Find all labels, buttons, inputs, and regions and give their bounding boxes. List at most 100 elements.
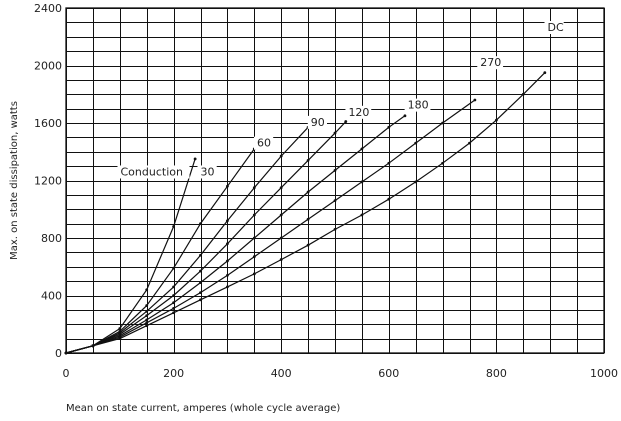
data-point <box>333 227 337 231</box>
data-point <box>64 351 68 355</box>
data-point <box>521 92 525 96</box>
series-line-270 <box>65 99 476 354</box>
data-point <box>226 273 229 277</box>
data-point <box>333 131 337 135</box>
y-tick-label: 2400 <box>34 2 62 15</box>
data-point <box>252 236 256 240</box>
data-point <box>172 266 176 270</box>
data-point <box>252 186 256 190</box>
series-line-180 <box>65 115 406 354</box>
data-point <box>414 141 418 145</box>
curve-labels: 30 60 90 120 180 270 DC Conduction <box>117 21 564 179</box>
curve-label-90-bg <box>307 115 327 129</box>
data-point <box>344 120 348 123</box>
series-line-60 <box>65 148 255 354</box>
curve-label-dc: DC <box>548 21 564 34</box>
data-point <box>279 258 283 261</box>
y-axis-label: Max. on state dissipation, watts <box>9 101 20 260</box>
conduction-label: Conduction <box>121 165 183 178</box>
curve-label-30-bg <box>197 165 217 179</box>
curve-label-dc-bg <box>544 21 564 34</box>
tick-labels: 0 400 800 1200 1600 2000 2400 0 200 400 600 800 1000 <box>34 2 618 380</box>
plot-frame <box>65 7 605 354</box>
data-point <box>118 337 122 341</box>
data-point <box>360 213 364 217</box>
data-point <box>172 225 176 228</box>
x-tick-label: 1000 <box>590 367 618 380</box>
curve-label-60-bg <box>253 136 274 150</box>
curve-label-180-bg <box>404 98 431 112</box>
data-point <box>226 184 229 188</box>
data-point <box>172 311 176 315</box>
data-point <box>172 285 176 289</box>
data-point <box>387 161 391 165</box>
curve-label-180: 180 <box>408 99 429 112</box>
y-tick-label: 0 <box>55 347 62 360</box>
y-tick-label: 1600 <box>34 117 62 130</box>
data-point <box>441 121 444 125</box>
data-point <box>495 118 498 122</box>
data-point <box>279 186 283 190</box>
data-point <box>306 190 310 194</box>
data-point <box>252 272 256 276</box>
data-point <box>360 147 364 151</box>
data-point <box>473 98 477 102</box>
data-point <box>118 327 122 330</box>
curve-label-270: 270 <box>480 56 501 69</box>
data-point <box>333 199 337 203</box>
grid <box>65 7 605 354</box>
conduction-label-bg <box>117 165 190 179</box>
x-tick-label: 800 <box>486 367 507 380</box>
curve-label-270-bg <box>477 56 504 70</box>
data-point <box>279 236 283 240</box>
data-point <box>145 314 149 318</box>
data-point <box>306 158 310 162</box>
data-point <box>145 304 149 307</box>
data-point <box>199 253 202 257</box>
x-tick-label: 600 <box>378 367 399 380</box>
data-point <box>145 321 149 325</box>
data-point <box>172 301 176 305</box>
data-point <box>468 141 471 145</box>
data-point <box>193 157 197 161</box>
y-tick-label: 1200 <box>34 175 62 188</box>
data-point <box>145 324 149 328</box>
y-tick-label: 400 <box>41 290 62 303</box>
data-point <box>252 213 256 217</box>
data-point <box>360 180 364 184</box>
data-point <box>387 197 391 201</box>
data-point <box>145 318 149 322</box>
data-point <box>145 288 149 292</box>
data-point <box>543 71 547 75</box>
data-point <box>403 114 407 118</box>
data-point <box>172 307 176 310</box>
data-point <box>226 219 229 223</box>
data-point <box>441 161 444 165</box>
curves <box>64 71 547 355</box>
data-point <box>414 180 418 184</box>
series-line-120 <box>65 121 347 354</box>
x-axis-label: Mean on state current, amperes (whole cy… <box>66 403 340 414</box>
data-point <box>226 242 229 246</box>
curve-label-90: 90 <box>311 116 325 129</box>
data-point <box>306 217 310 221</box>
curve-label-60: 60 <box>257 137 271 150</box>
data-point <box>91 344 95 348</box>
data-point <box>333 169 337 172</box>
data-point <box>279 154 283 158</box>
data-point <box>199 222 202 226</box>
data-point <box>226 259 229 263</box>
y-tick-label: 800 <box>41 232 62 245</box>
data-point <box>252 255 256 259</box>
data-point <box>199 269 202 273</box>
y-tick-label: 2000 <box>34 60 62 73</box>
series-line-90 <box>65 126 309 354</box>
data-point <box>199 298 202 302</box>
curve-label-120: 120 <box>348 106 369 119</box>
x-tick-label: 200 <box>163 367 184 380</box>
data-point <box>145 309 149 313</box>
data-point <box>172 294 176 297</box>
data-point <box>226 285 229 289</box>
curve-label-30: 30 <box>201 165 215 178</box>
